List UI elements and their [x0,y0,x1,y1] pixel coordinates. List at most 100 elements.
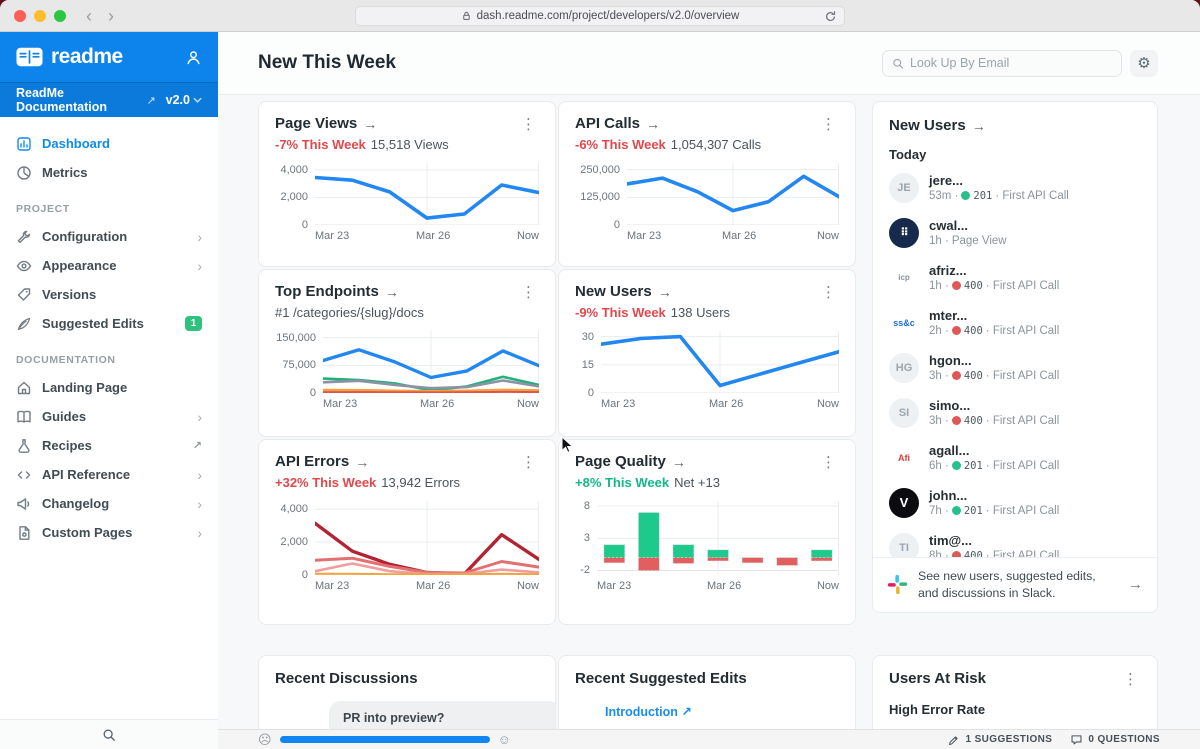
eye-icon [16,260,32,271]
arrow-right-icon: → [657,283,672,300]
email-search-box [882,49,1122,77]
delta-value: 1,054,307 Calls [670,137,762,152]
sidebar-item-appearance[interactable]: Appearance › [0,251,218,280]
sidebar-item-changelog[interactable]: Changelog › [0,489,218,518]
slack-note: See new users, suggested edits, and disc… [918,568,1096,600]
address-bar[interactable]: dash.readme.com/project/developers/v2.0/… [355,6,845,26]
external-link-icon: ↗ [146,94,156,107]
delta-percent: -6% This Week [575,137,666,152]
page-quality-link[interactable]: Page Quality → [575,453,686,470]
sidebar-item-dashboard[interactable]: Dashboard [0,129,218,158]
api-calls-link[interactable]: API Calls → [575,115,661,132]
readme-book-logo-icon[interactable] [16,47,43,67]
kebab-menu-icon[interactable]: ⋮ [821,116,836,133]
email-search-input[interactable] [909,56,1112,70]
tag-icon [17,287,31,301]
kebab-menu-icon[interactable]: ⋮ [521,284,536,301]
user-row[interactable]: V john... 7h · 201 · First API Call [889,480,1141,525]
avatar: icp [889,262,919,293]
today-subheader: Today [889,147,927,162]
user-row[interactable]: ss&c mter... 2h · 400 · First API Call [889,300,1141,345]
sidebar-section-project: PROJECT [16,203,70,215]
new-users-list: JE jere... 53m · 201 · First API Call ⠿ cw… [873,165,1157,557]
smile-face-icon: ☺ [497,732,511,747]
chevron-right-icon: › [197,257,202,274]
questions-counter[interactable]: 0 QUESTIONS [1070,733,1160,746]
sidebar-item-api-reference[interactable]: API Reference › [0,460,218,489]
api-errors-chart: 0 2,000 4,000 Mar 23 Mar 26 Now [280,501,539,592]
user-row[interactable]: Afi agall... 6h · 201 · First API Call [889,435,1141,480]
minimize-window-button[interactable] [34,9,46,22]
kebab-menu-icon[interactable]: ⋮ [821,284,836,301]
reload-icon[interactable] [824,10,837,23]
page-views-link[interactable]: Page Views → [275,115,378,132]
avatar: SI [889,397,919,428]
status-dot [951,371,961,380]
api-errors-link[interactable]: API Errors → [275,453,370,470]
page-views-chart: 0 2,000 4,000 Mar 23 Mar 26 Now [280,163,539,242]
delta-value: 138 Users [670,305,731,320]
user-row[interactable]: ⠿ cwal... 1h · Page View [889,210,1141,255]
sidebar-item-custom-pages[interactable]: Custom Pages › [0,518,218,547]
quality-vote-slider[interactable] [279,736,490,743]
api-errors-card: API Errors → ⋮ +32% This Week 13,942 Err… [258,439,556,625]
user-row[interactable]: HG hgon... 3h · 400 · First API Call [889,345,1141,390]
user-row[interactable]: TI tim@... 8h · 400 · First API Call [889,525,1141,557]
top-endpoints-link[interactable]: Top Endpoints → [275,283,399,300]
page-quality-chart: -2 3 8 Mar 23 Mar 26 Now [580,500,839,592]
close-window-button[interactable] [14,9,26,22]
user-account-icon[interactable] [185,49,202,66]
sidebar-menu: Dashboard Metrics PROJECT Configuration … [0,117,218,749]
arrow-right-icon: → [971,117,986,134]
suggestions-counter[interactable]: 1 SUGGESTIONS [948,734,1052,746]
slack-integration-link[interactable]: See new users, suggested edits, and disc… [873,556,1157,612]
browser-forward-button[interactable]: › [108,5,114,26]
main-area: New This Week ⚙ Page Views [218,32,1200,749]
sidebar-item-suggested-edits[interactable]: Suggested Edits 1 [0,309,218,338]
open-book-icon [17,410,31,423]
api-calls-card: API Calls → ⋮ -6% This Week 1,054,307 Ca… [558,101,856,267]
gear-icon: ⚙ [1137,55,1151,72]
settings-gear-button[interactable]: ⚙ [1130,49,1158,77]
speech-bubble-icon [1071,735,1082,745]
arrow-right-icon: → [1128,576,1143,594]
wrench-icon [17,230,31,243]
project-switcher[interactable]: ReadMe Documentation ↗ v2.0 [0,82,218,117]
card-title: Users At Risk [889,670,986,687]
metrics-grid: Page Views → ⋮ -7% This Week 15,518 View… [258,101,856,625]
delta-percent: -7% This Week [275,137,366,152]
new-users-panel-link[interactable]: New Users → [889,117,986,134]
sidebar-item-landing-page[interactable]: Landing Page [0,373,218,402]
sidebar-item-versions[interactable]: Versions [0,280,218,309]
kebab-menu-icon[interactable]: ⋮ [821,454,836,471]
sidebar-item-guides[interactable]: Guides › [0,402,218,431]
status-dot [951,326,961,335]
avatar: TI [889,532,919,557]
sidebar-item-metrics[interactable]: Metrics [0,158,218,187]
new-users-link[interactable]: New Users → [575,283,672,300]
version-dropdown[interactable]: v2.0 [166,93,202,107]
avatar: JE [889,172,919,203]
kebab-menu-icon[interactable]: ⋮ [521,116,536,133]
browser-back-button[interactable]: ‹ [86,5,92,26]
page-icon [19,525,30,540]
kebab-menu-icon[interactable]: ⋮ [521,454,536,471]
kebab-menu-icon[interactable]: ⋮ [1123,671,1138,688]
zoom-window-button[interactable] [54,9,66,22]
user-row[interactable]: SI simo... 3h · 400 · First API Call [889,390,1141,435]
slack-icon [887,575,908,595]
suggested-edits-count-badge: 1 [185,316,202,331]
user-row[interactable]: icp afriz... 1h · 400 · First API Call [889,255,1141,300]
status-dot [951,551,961,557]
suggested-edit-link[interactable]: Introduction ↗ [605,705,692,719]
chevron-right-icon: › [197,408,202,425]
home-icon [17,381,31,394]
delta-percent: +8% This Week [575,475,670,490]
sidebar-search-bar[interactable] [0,719,218,749]
readme-logo-text[interactable]: readme [51,45,123,68]
sidebar-item-configuration[interactable]: Configuration › [0,222,218,251]
user-row[interactable]: JE jere... 53m · 201 · First API Call [889,165,1141,210]
sidebar-item-recipes[interactable]: Recipes ↗ [0,431,218,460]
